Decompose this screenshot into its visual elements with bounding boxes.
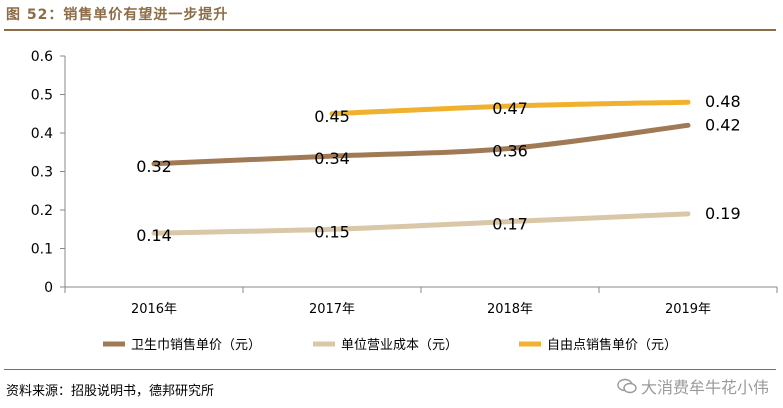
chart-series — [151, 99, 691, 236]
data-label: 0.14 — [136, 226, 172, 245]
figure-title: 图 52：销售单价有望进一步提升 — [6, 7, 229, 23]
data-label: 0.19 — [705, 204, 741, 223]
data-label: 0.15 — [314, 222, 350, 241]
title-rule — [4, 29, 776, 31]
y-tick-label: 0.6 — [31, 49, 53, 65]
watermark: 大消费牟牛花小伟 — [617, 374, 769, 398]
data-label: 0.47 — [492, 99, 528, 118]
y-tick-label: 0.4 — [31, 126, 53, 142]
bottom-rule — [4, 369, 776, 370]
data-label: 0.45 — [314, 107, 350, 126]
legend-label: 卫生巾销售单价（元） — [131, 337, 261, 353]
data-label: 0.17 — [492, 215, 528, 234]
y-tick-label: 0.5 — [31, 88, 53, 104]
legend-label: 自由点销售单价（元） — [547, 337, 677, 353]
y-tick-label: 0.3 — [31, 165, 53, 181]
source-note: 资料来源：招股说明书，德邦研究所 — [6, 384, 215, 399]
x-tick-label: 2018年 — [487, 302, 533, 317]
series-line — [151, 211, 691, 236]
data-label: 0.34 — [314, 149, 350, 168]
chart-axes: 0 0.1 0.2 0.3 0.4 0.5 0.6 2016年 2017年 2018年 2019年 — [31, 49, 778, 317]
x-tick-label: 2019年 — [665, 302, 711, 317]
legend-label: 单位营业成本（元） — [341, 338, 458, 353]
x-tick-label: 2016年 — [131, 302, 177, 317]
wechat-icon — [617, 378, 637, 394]
series-line — [151, 122, 691, 167]
data-label: 0.32 — [136, 157, 172, 176]
y-tick-label: 0.2 — [31, 203, 53, 219]
chart-data-labels: 0.32 0.34 0.36 0.42 0.14 0.15 0.17 0.19 0.45 0.47… — [136, 92, 740, 245]
data-label: 0.42 — [705, 115, 741, 134]
chart-legend: 卫生巾销售单价（元） 单位营业成本（元） 自由点销售单价（元） — [103, 337, 677, 353]
y-tick-label: 0.1 — [31, 242, 53, 258]
data-label: 0.48 — [705, 92, 741, 111]
series-line — [329, 99, 691, 117]
x-tick-label: 2017年 — [309, 302, 355, 317]
watermark-text: 大消费牟牛花小伟 — [640, 378, 769, 397]
y-tick-label: 0 — [44, 280, 53, 296]
data-label: 0.36 — [492, 141, 528, 160]
